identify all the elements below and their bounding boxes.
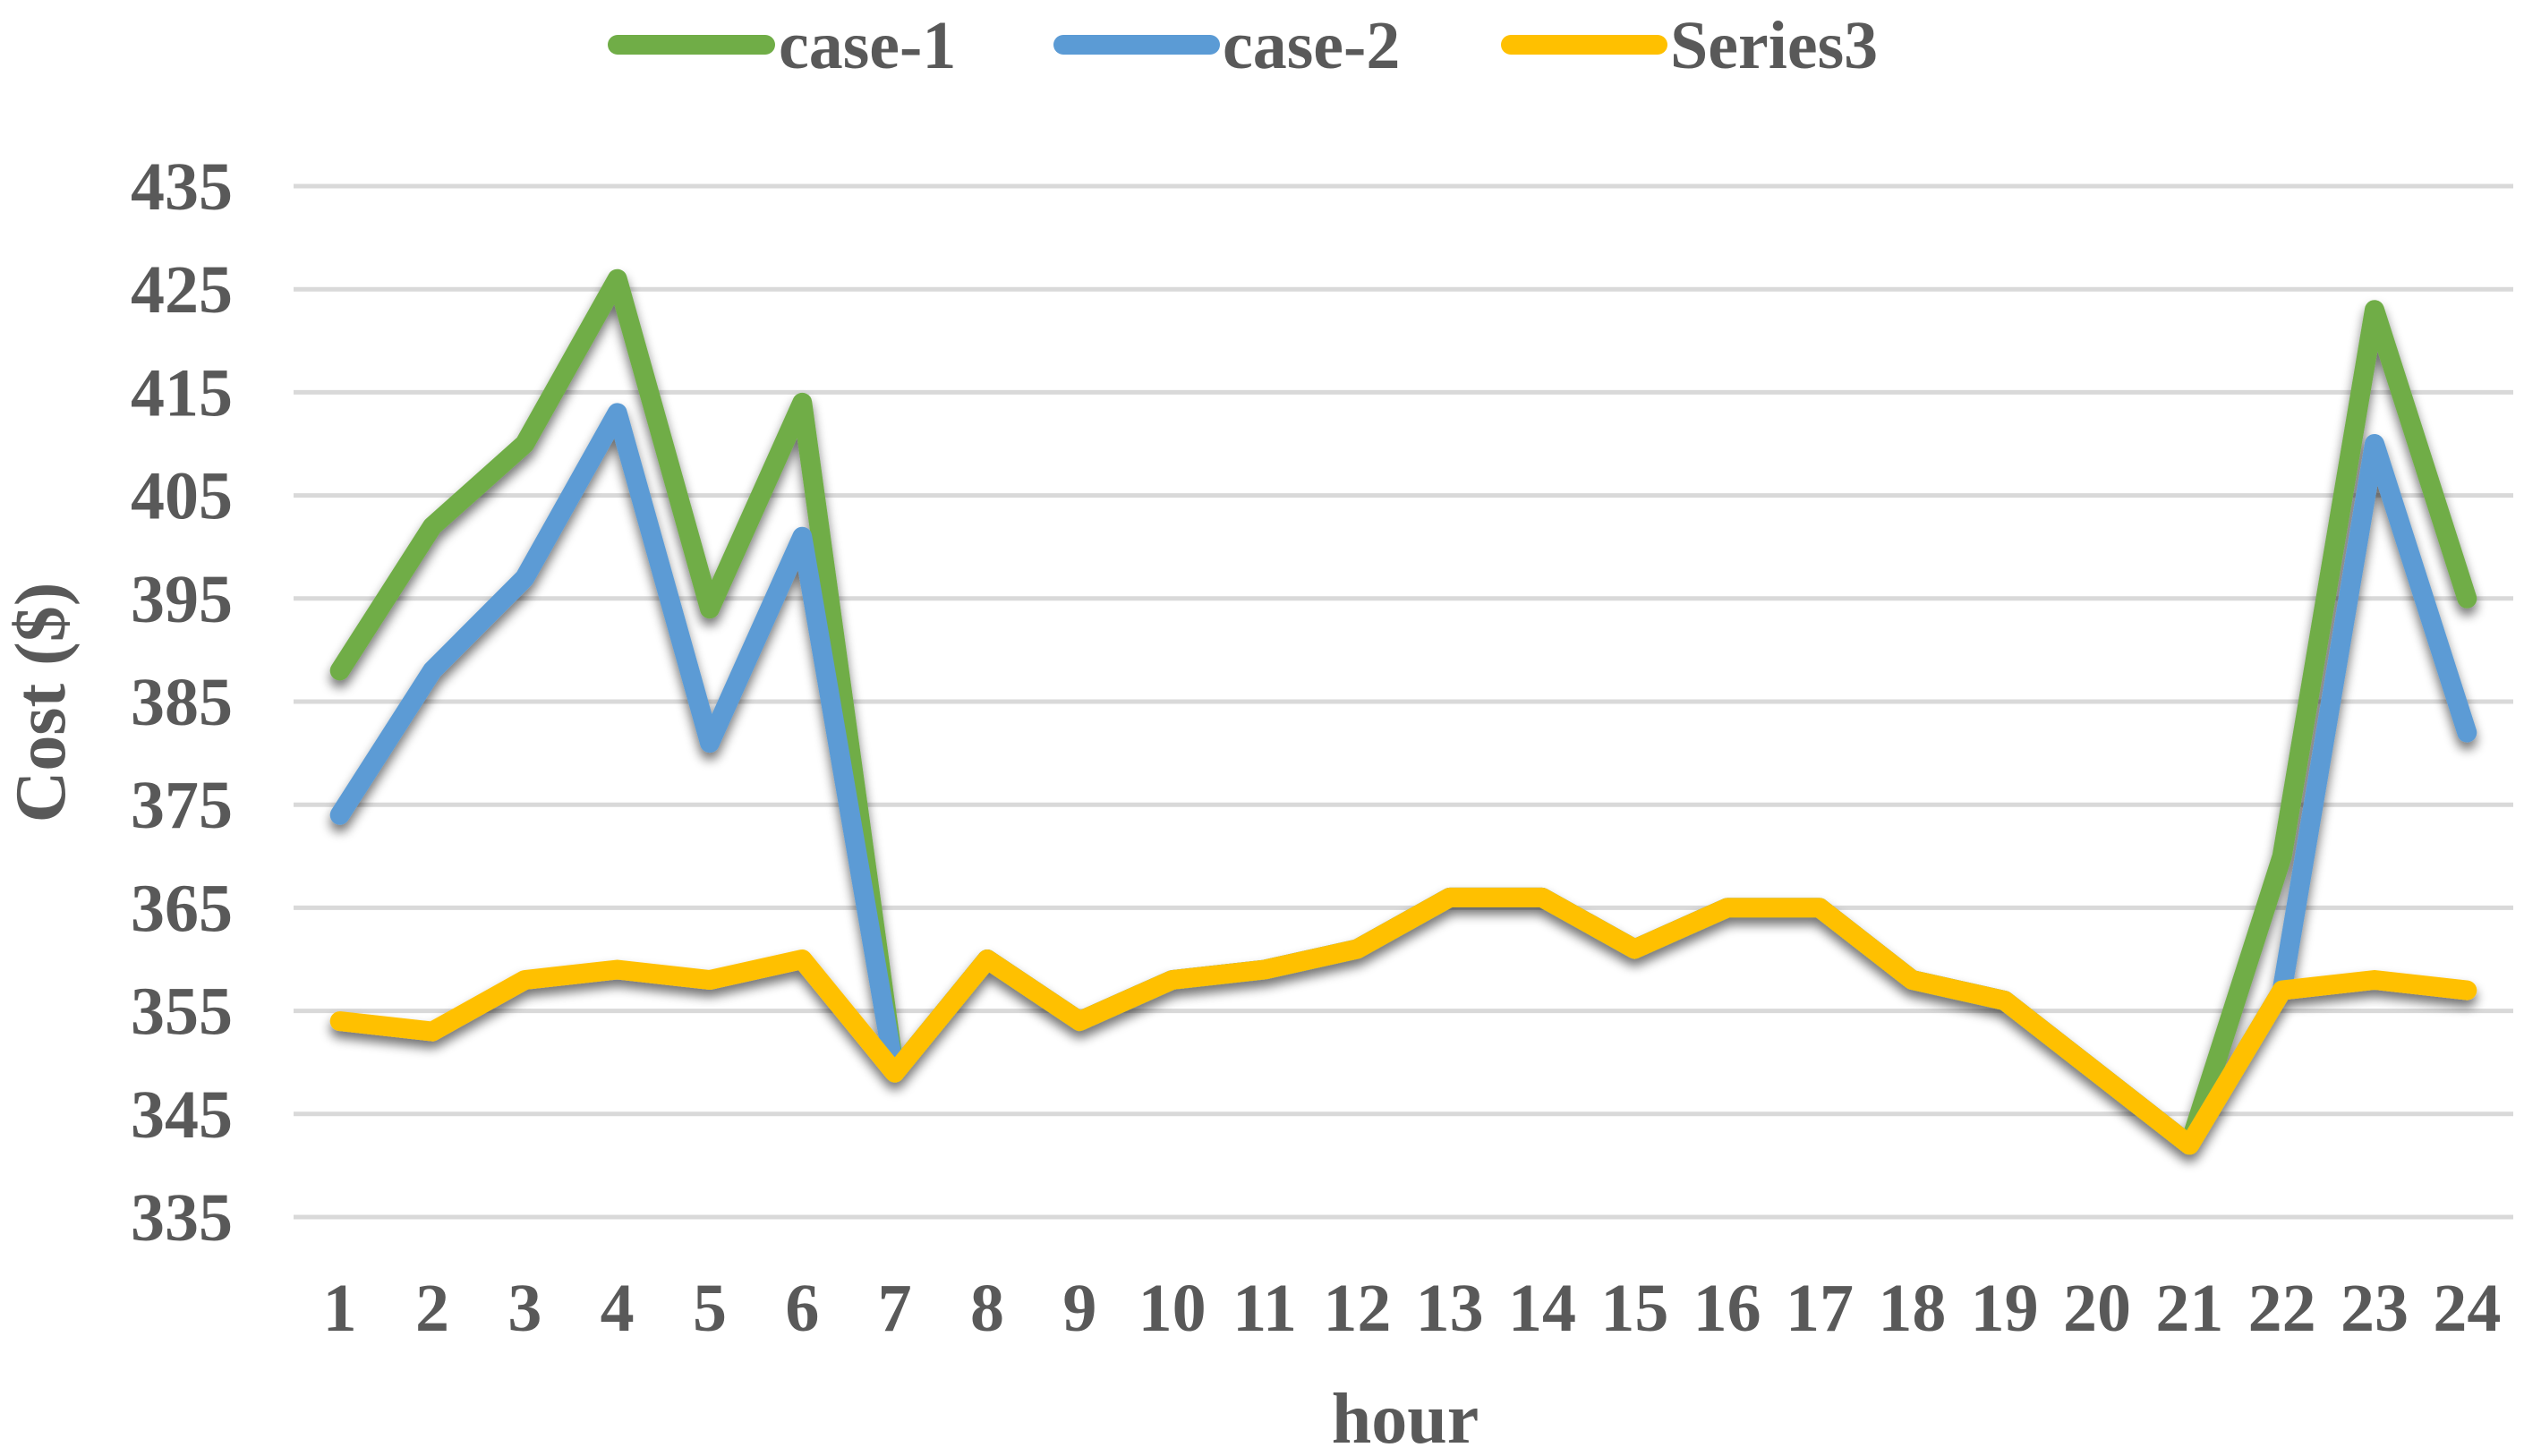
y-axis-ticks: 335 345 355 365 375 385 395 405 415 425 435 <box>131 149 233 1256</box>
gridlines <box>294 183 2513 1220</box>
x-tick-label: 7 <box>878 1271 912 1346</box>
series-layer <box>329 268 2477 1155</box>
y-axis-title: Cost ($) <box>2 583 81 823</box>
legend-item-case-2: case-2 <box>1053 8 1400 83</box>
legend-item-case-1: case-1 <box>608 8 956 83</box>
x-tick-label: 15 <box>1600 1271 1668 1346</box>
legend-label: case-2 <box>1223 8 1400 83</box>
x-tick-label: 1 <box>323 1271 357 1346</box>
x-tick-label: 5 <box>693 1271 727 1346</box>
x-tick-label: 8 <box>970 1271 1004 1346</box>
legend-label: Series3 <box>1670 8 1878 83</box>
series-line-Series3 <box>329 887 2477 1155</box>
y-tick-label: 395 <box>131 562 233 637</box>
y-tick-label: 365 <box>131 871 233 946</box>
y-tick-label: 415 <box>131 355 233 430</box>
x-tick-label: 11 <box>1232 1271 1297 1346</box>
x-tick-label: 19 <box>1971 1271 2039 1346</box>
y-tick-label: 425 <box>131 252 233 328</box>
x-tick-label: 13 <box>1416 1271 1484 1346</box>
y-tick-label: 435 <box>131 149 233 225</box>
x-tick-label: 16 <box>1693 1271 1761 1346</box>
legend: case-1 case-2 Series3 <box>608 8 1878 83</box>
y-tick-label: 385 <box>131 665 233 740</box>
series-line-case-2 <box>329 403 2477 1155</box>
x-axis-ticks: 1 2 3 4 5 6 7 8 9 10 11 12 13 14 15 16 17 18 19 20 21 22 23 24 <box>323 1271 2502 1346</box>
x-tick-label: 23 <box>2341 1271 2409 1346</box>
x-tick-label: 9 <box>1062 1271 1096 1346</box>
x-tick-label: 10 <box>1138 1271 1207 1346</box>
x-tick-label: 18 <box>1878 1271 1946 1346</box>
x-tick-label: 21 <box>2155 1271 2223 1346</box>
x-tick-label: 20 <box>2063 1271 2131 1346</box>
y-tick-label: 355 <box>131 975 233 1050</box>
x-tick-label: 14 <box>1508 1271 1576 1346</box>
y-tick-label: 405 <box>131 459 233 534</box>
x-tick-label: 3 <box>507 1271 541 1346</box>
legend-label: case-1 <box>779 8 956 83</box>
x-axis-title: hour <box>1332 1380 1479 1456</box>
x-tick-label: 17 <box>1786 1271 1854 1346</box>
x-tick-label: 12 <box>1323 1271 1391 1346</box>
y-tick-label: 335 <box>131 1180 233 1256</box>
x-tick-label: 24 <box>2433 1271 2501 1346</box>
x-tick-label: 6 <box>785 1271 819 1346</box>
x-tick-label: 4 <box>601 1271 635 1346</box>
x-tick-label: 2 <box>415 1271 449 1346</box>
y-tick-label: 375 <box>131 768 233 843</box>
series-line-case-1 <box>329 268 2477 1155</box>
legend-item-Series3: Series3 <box>1501 8 1878 83</box>
x-tick-label: 22 <box>2248 1271 2316 1346</box>
y-tick-label: 345 <box>131 1077 233 1153</box>
